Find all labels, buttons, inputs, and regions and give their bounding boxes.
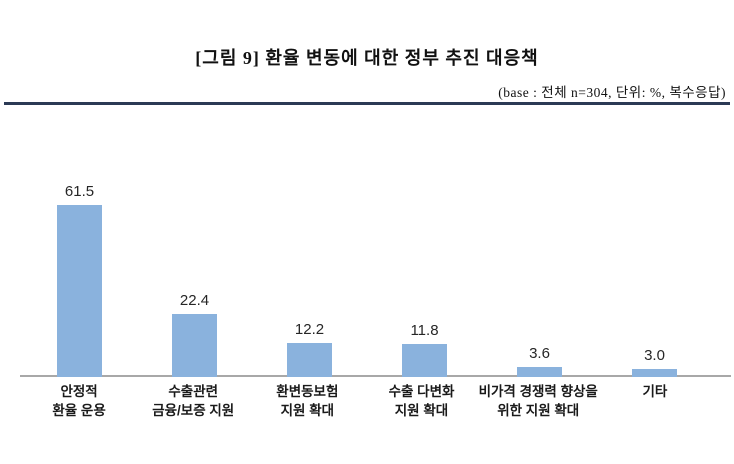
bar-slot: 61.5: [22, 183, 137, 377]
bar: [172, 314, 217, 377]
bar-slot: 12.2: [252, 321, 367, 377]
bar: [402, 344, 447, 377]
figure-subtitle: (base : 전체 n=304, 단위: %, 복수응답): [498, 85, 726, 100]
category-label: 수출관련 금융/보증 지원: [152, 384, 235, 418]
bar-value-label: 3.6: [529, 345, 550, 362]
bar: [517, 367, 562, 377]
category-label: 기타: [642, 384, 668, 399]
bar-slot: 11.8: [367, 322, 482, 377]
bar-chart: 61.5 22.4 12.2 11.8 3.6 3.0 안정적 환율 운용 수출관련 금융/보증…: [20, 160, 731, 420]
category-label: 수출 다변화 지원 확대: [388, 384, 455, 418]
category-labels: 안정적 환율 운용 수출관련 금융/보증 지원 환변동보험 지원 확대 수출 다변화 지원 확…: [22, 382, 712, 420]
category-label: 비가격 경쟁력 향상을 위한 지원 확대: [478, 384, 598, 418]
x-axis-line: [20, 375, 731, 377]
bar-slot: 3.0: [597, 347, 712, 377]
bar-value-label: 12.2: [294, 321, 325, 338]
bar-value-label: 3.0: [644, 347, 665, 364]
bar-slot: 3.6: [482, 345, 597, 377]
category-label: 안정적 환율 운용: [52, 384, 106, 418]
header-rule: [4, 102, 730, 105]
category-label: 환변동보험 지원 확대: [276, 384, 339, 418]
bar-slot: 22.4: [137, 292, 252, 377]
bar: [57, 205, 102, 377]
bar-value-label: 11.8: [410, 322, 439, 339]
bar: [287, 343, 332, 377]
plot-area: 61.5 22.4 12.2 11.8 3.6 3.0: [20, 160, 731, 377]
bar: [632, 369, 677, 377]
bar-value-label: 22.4: [179, 292, 210, 309]
figure-title: [그림 9] 환율 변동에 대한 정부 추진 대응책: [195, 48, 539, 68]
bar-value-label: 61.5: [64, 183, 95, 200]
